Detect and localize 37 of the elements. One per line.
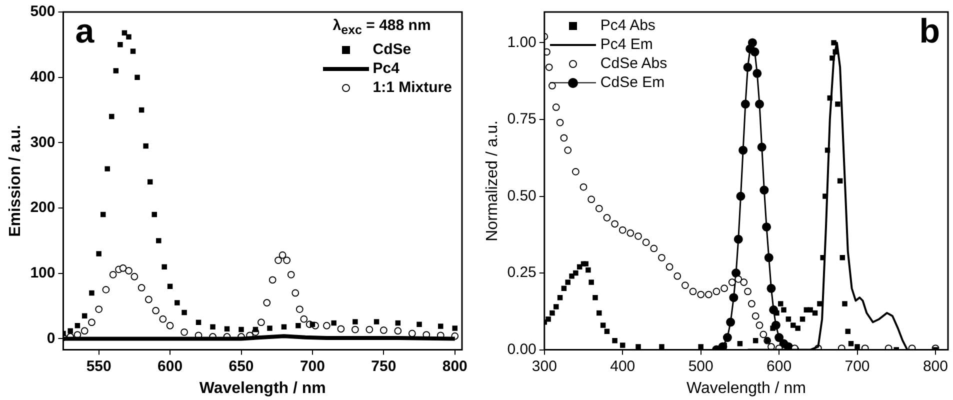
y-tick-label: 0.75 <box>507 110 536 128</box>
legend-label: 1:1 Mixture <box>372 78 452 97</box>
x-tick-label: 800 <box>922 358 948 375</box>
x-tick-label: 500 <box>688 358 714 375</box>
legend-label: Pc4 <box>372 59 400 78</box>
legend-title: λ$_{exc}$ = 488 nm <box>332 16 432 39</box>
legend-label: Pc4 Em <box>600 35 653 54</box>
y-tick-label: 0.25 <box>507 264 536 282</box>
x-tick-label: 650 <box>228 358 254 375</box>
y-tick-label: 0.50 <box>507 187 536 204</box>
legend-label: CdSe Em <box>600 73 665 92</box>
y-tick-label: 300 <box>30 134 56 151</box>
x-tick-label: 750 <box>371 358 396 375</box>
y-tick-label: 0 <box>46 330 56 347</box>
x-tick-label: 300 <box>532 358 557 375</box>
x-axis-title: Wavelength / nm <box>686 380 806 397</box>
y-tick-label: 100 <box>30 264 56 282</box>
annotation: a <box>75 12 96 50</box>
x-tick-label: 550 <box>86 358 112 375</box>
x-tick-label: 700 <box>844 358 870 375</box>
x-tick-label: 400 <box>610 358 636 375</box>
x-tick-label: 600 <box>766 358 792 375</box>
y-tick-label: 400 <box>30 68 56 86</box>
x-tick-label: 800 <box>442 358 468 375</box>
x-tick-label: 600 <box>158 358 183 375</box>
annotation: b <box>919 12 940 50</box>
x-axis-title: Wavelength / nm <box>199 380 326 397</box>
y-tick-label: 1.00 <box>507 34 536 51</box>
y-tick-label: 0.00 <box>507 340 536 358</box>
y-tick-label: 200 <box>30 199 56 216</box>
x-tick-label: 700 <box>300 358 325 375</box>
y-tick-label: 500 <box>30 3 56 20</box>
legend-label: CdSe <box>372 40 412 59</box>
y-axis-title: Normalized / a.u. <box>484 120 502 242</box>
legend-label: CdSe Abs <box>600 54 668 73</box>
y-axis-title: Emission / a.u. <box>7 124 24 237</box>
legend-label: Pc4 Abs <box>600 16 656 35</box>
